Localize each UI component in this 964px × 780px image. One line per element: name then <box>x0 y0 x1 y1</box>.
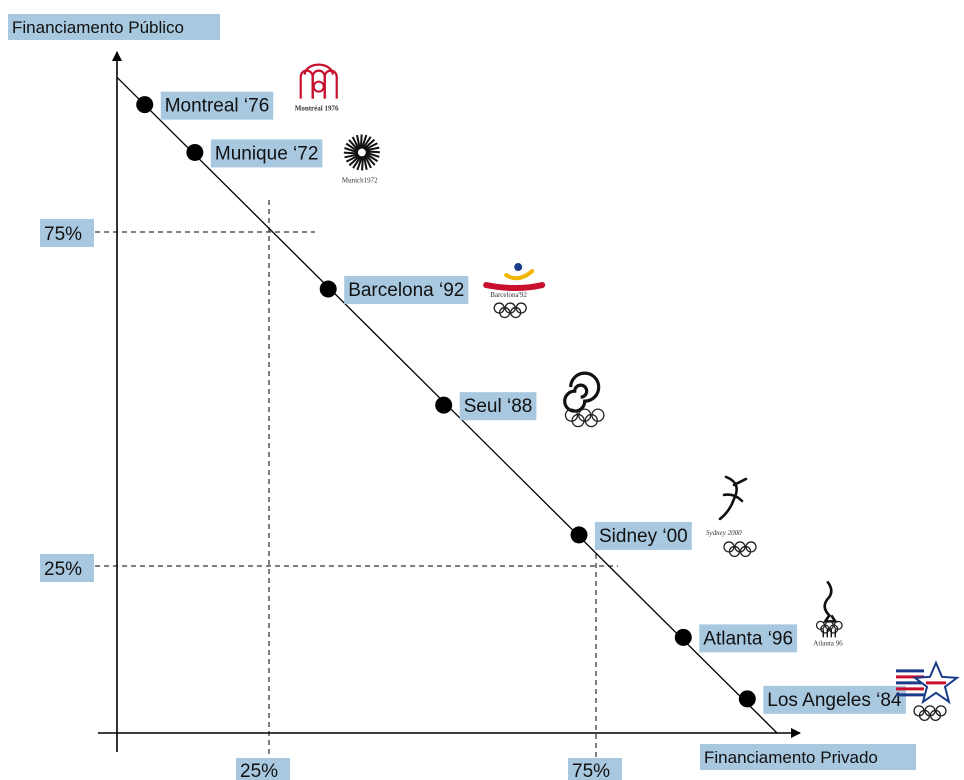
x-tick-25-label: 25% <box>240 761 278 780</box>
point-label: Barcelona ‘92 <box>348 280 464 301</box>
barcelona-olympic-rings-icon <box>493 302 527 319</box>
munich-logo-text: Munich1972 <box>342 176 378 184</box>
y-tick-25-label: 25% <box>44 559 82 580</box>
barcelona-logo-text: Barcelona'92 <box>490 291 527 299</box>
point-label: Montreal ‘76 <box>165 96 270 117</box>
x-axis-title-text: Financiamento Privado <box>704 748 878 767</box>
data-point <box>136 96 154 114</box>
y-axis-title-box <box>8 14 220 40</box>
point-label: Atlanta ‘96 <box>703 628 793 649</box>
barcelona-1992-logo-icon: Barcelona'92 <box>483 263 546 319</box>
montreal-1976-logo-icon: Montréal 1976 <box>295 63 339 113</box>
point-label-box <box>344 276 469 305</box>
atlanta-olympic-rings-icon <box>815 620 843 634</box>
data-point-group: Los Angeles ‘84 <box>738 660 960 721</box>
data-point-group: Barcelona ‘92 Barcelona'92 <box>319 263 546 319</box>
sydney-logo-text: Sydney 2000 <box>706 529 742 537</box>
y-axis-title: Financiamento Público <box>8 14 220 40</box>
x-tick-25: 25% <box>236 758 290 780</box>
data-point-group: Montreal ‘76 Montréal 1976 <box>136 63 339 120</box>
x-axis-title: Financiamento Privado <box>700 744 916 770</box>
point-label: Munique ‘72 <box>215 143 319 164</box>
y-tick-75-label: 75% <box>44 224 82 245</box>
los-angeles-1984-logo-icon <box>896 660 960 721</box>
point-label-box <box>595 521 692 550</box>
munich-1972-logo-icon: Munich1972 <box>342 134 380 184</box>
data-point-group: Munique ‘72 Munich1972 <box>186 134 380 184</box>
atlanta-1996-logo-icon: Atlanta 96 <box>813 580 843 647</box>
seoul-olympic-rings-icon <box>564 408 605 428</box>
point-label-box <box>763 685 906 714</box>
los-angeles-olympic-rings-icon <box>913 705 947 721</box>
y-axis-title-text: Financiamento Público <box>12 18 184 37</box>
sydney-olympic-rings-icon <box>723 541 757 558</box>
point-label-box <box>210 139 323 168</box>
y-tick-75-box <box>40 219 94 247</box>
seoul-1988-logo-icon <box>563 371 605 428</box>
point-label-box <box>699 624 798 653</box>
x-tick-75: 75% <box>568 758 622 780</box>
x-tick-75-label: 75% <box>572 761 610 780</box>
data-point-group: Atlanta ‘96 Atlanta 96 <box>674 580 843 653</box>
y-tick-75: 75% <box>40 219 94 247</box>
point-label-box <box>459 392 537 421</box>
point-label: Sidney ‘00 <box>599 526 688 547</box>
point-label-box <box>160 91 274 120</box>
atlanta-logo-text: Atlanta 96 <box>813 639 843 647</box>
sydney-2000-logo-icon: Sydney 2000 <box>706 475 757 558</box>
y-tick-25: 25% <box>40 554 94 582</box>
reference-lines <box>95 200 618 760</box>
data-point <box>738 690 756 708</box>
x-tick-75-box <box>568 758 622 780</box>
data-point <box>570 526 588 544</box>
data-point <box>674 628 692 646</box>
point-label: Los Angeles ‘84 <box>767 690 902 711</box>
data-point <box>319 280 337 298</box>
x-axis-title-box <box>700 744 916 770</box>
data-point <box>435 396 453 414</box>
data-point-group: Sidney ‘00 Sydney 2000 <box>570 475 757 558</box>
point-label: Seul ‘88 <box>464 396 533 417</box>
x-tick-25-box <box>236 758 290 780</box>
montreal-logo-text: Montréal 1976 <box>295 105 339 113</box>
y-tick-25-box <box>40 554 94 582</box>
data-point-group: Seul ‘88 <box>435 371 605 428</box>
data-point <box>186 143 204 161</box>
